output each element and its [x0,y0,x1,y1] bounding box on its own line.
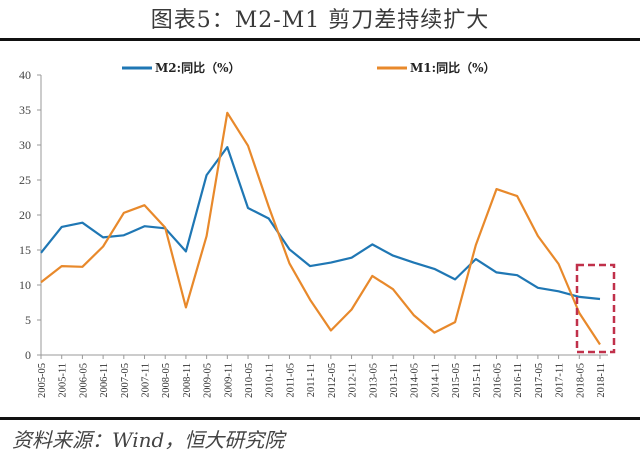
y-tick-label: 5 [25,313,31,327]
y-tick-label: 25 [19,173,31,187]
x-tick-label: 2007-11 [141,363,152,398]
x-tick-label: 2007-05 [120,363,131,398]
x-tick-label: 2005-05 [37,363,48,398]
x-tick-label: 2012-11 [348,363,359,398]
y-tick-label: 0 [25,348,31,362]
y-tick-label: 10 [19,278,31,292]
x-tick-label: 2009-05 [203,363,214,398]
y-tick-label: 35 [19,103,31,117]
x-tick-label: 2013-05 [368,363,379,398]
chart-title: 图表5：M2-M1 剪刀差持续扩大 [150,8,490,33]
legend-m1-label: M1:同比（%） [410,60,495,75]
x-tick-label: 2006-11 [99,363,110,398]
x-tick-label: 2015-11 [472,363,483,398]
y-tick-label: 20 [19,208,31,222]
highlight-box [575,263,616,354]
bottom-divider [0,417,640,420]
m1-line [40,111,601,346]
top-divider [0,38,640,41]
x-tick-label: 2017-11 [555,363,566,398]
source-note: 资料来源：Wind，恒大研究院 [12,428,285,452]
x-tick-label: 2012-05 [327,363,338,398]
x-tick-label: 2013-11 [389,363,400,398]
x-tick-label: 2018-11 [596,363,607,398]
x-tick-label: 2009-11 [223,363,234,398]
x-tick-label: 2015-05 [451,363,462,398]
x-tick-label: 2005-11 [58,363,69,398]
legend-m2-label: M2:同比（%） [155,60,240,75]
y-tick-label: 15 [19,243,31,257]
x-tick-label: 2010-05 [244,363,255,398]
x-tick-label: 2008-11 [182,363,193,398]
x-tick-label: 2018-05 [575,363,586,398]
legend: M2:同比（%） M1:同比（%） [122,60,495,75]
x-tick-label: 2014-05 [410,363,421,398]
series-lines [40,111,601,346]
x-axis: 2005-05 2005-11 2006-05 2006-11 2007-05 2007-… [37,354,608,398]
y-tick-label: 40 [19,68,31,82]
y-tick-label: 30 [19,138,31,152]
x-tick-label: 2016-11 [513,363,524,398]
y-axis: 0 5 10 15 20 25 30 35 40 [19,68,42,362]
x-tick-label: 2010-11 [265,363,276,398]
x-tick-label: 2016-05 [492,363,503,398]
m2-line [40,146,601,301]
x-tick-label: 2006-05 [78,363,89,398]
x-tick-label: 2017-05 [534,363,545,398]
x-tick-label: 2008-05 [161,363,172,398]
x-tick-label: 2011-11 [306,363,317,397]
x-tick-label: 2014-11 [430,363,441,398]
x-tick-label: 2011-05 [285,363,296,398]
